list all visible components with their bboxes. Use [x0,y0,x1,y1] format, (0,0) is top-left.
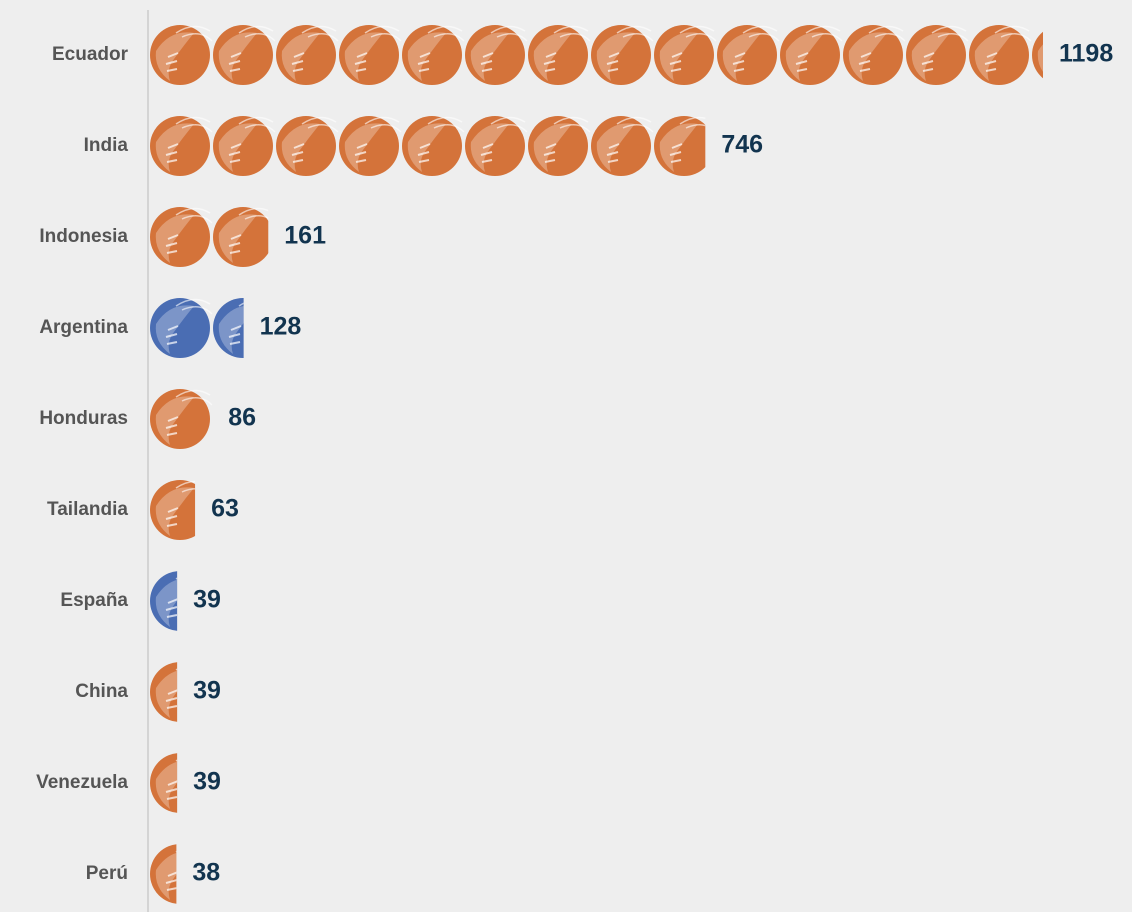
pictogram-bar [150,753,178,813]
value-label: 128 [260,313,302,341]
category-label: Ecuador [52,44,129,65]
value-label: 86 [228,404,256,432]
value-label: 63 [211,495,239,523]
value-label: 38 [192,859,220,887]
category-label: Tailandia [47,499,128,520]
value-label: 1198 [1059,40,1113,68]
category-label: Honduras [39,408,128,429]
pictogram-bar [150,207,269,267]
value-label: 39 [193,586,221,614]
category-label: España [60,590,128,611]
pictogram-bar [150,571,178,631]
category-label: Perú [86,863,128,884]
pictogram-bar [150,298,244,358]
pictogram-bar [150,480,196,540]
category-label: Venezuela [36,772,128,793]
pictogram-bar [150,844,177,904]
category-label: Argentina [39,317,128,338]
value-label: 39 [193,768,221,796]
pictogram-bar [150,25,1044,85]
category-label: China [75,681,128,702]
value-label: 161 [284,222,326,250]
category-label: Indonesia [39,226,128,247]
value-label: 746 [721,131,763,159]
pictogram-bar [150,116,706,176]
pictogram-bar [150,662,178,722]
category-label: India [84,135,129,156]
value-label: 39 [193,677,221,705]
pictogram-bar [150,389,213,449]
